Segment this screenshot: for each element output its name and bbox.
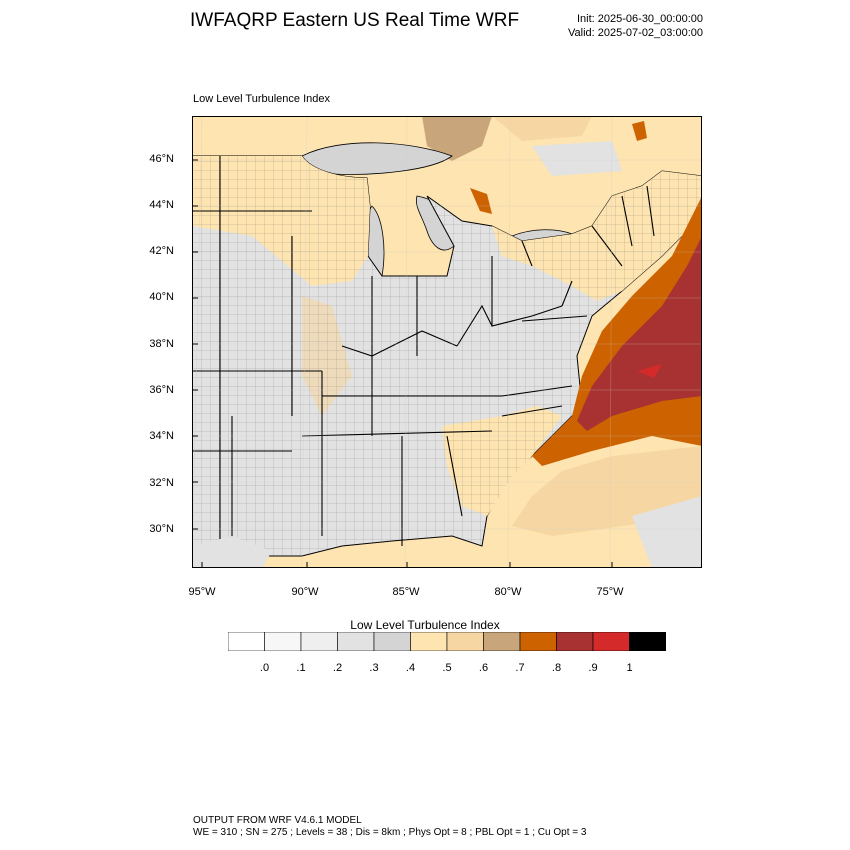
- colorbar-title: Low Level Turbulence Index: [350, 618, 500, 632]
- colorbar-label: .9: [588, 662, 598, 674]
- init-time: Init: 2025-06-30_00:00:00: [577, 13, 703, 25]
- colorbar-label: .5: [442, 662, 452, 674]
- colorbar-swatch: [410, 632, 448, 651]
- canada-brown-patch: [422, 116, 492, 161]
- colorbar-label: .8: [551, 662, 562, 674]
- footer-model: OUTPUT FROM WRF V4.6.1 MODEL: [193, 815, 362, 826]
- offshore-bright-red: [637, 364, 662, 378]
- county-lines: [192, 156, 702, 561]
- lon-tick-95: 95°W: [188, 586, 216, 598]
- colorbar-swatch: [337, 632, 375, 651]
- lon-tick-75: 75°W: [596, 586, 624, 598]
- colorbar-label: .0: [259, 662, 270, 674]
- lat-tick-34: 34°N: [149, 430, 174, 442]
- lat-tick-30: 30°N: [149, 523, 174, 535]
- state-boundaries: [192, 156, 655, 561]
- canada-gray-patch: [532, 141, 622, 176]
- lat-tick-32: 32°N: [149, 477, 174, 489]
- lat-tick-38: 38°N: [149, 338, 174, 350]
- canada-brown-patch-2: [492, 116, 592, 141]
- map-border: [192, 116, 702, 568]
- colorbar-swatch: [300, 632, 338, 651]
- colorbar-swatch: [264, 632, 302, 651]
- colorbar-swatch: [592, 632, 630, 651]
- offshore-red-band: [577, 236, 702, 431]
- lat-tick-40: 40°N: [149, 291, 174, 303]
- colorbar-swatch: [373, 632, 411, 651]
- colorbar-swatch: [483, 632, 521, 651]
- colorbar: [228, 632, 666, 651]
- valid-time: Valid: 2025-07-02_03:00:00: [568, 27, 703, 39]
- lon-tick-90: 90°W: [291, 586, 319, 598]
- colorbar-swatch: [519, 632, 557, 651]
- colorbar-label: .1: [296, 662, 306, 674]
- huron-orange-patch: [470, 188, 492, 214]
- turbulence-map: [192, 116, 702, 568]
- colorbar-swatch: [446, 632, 484, 651]
- footer-config: WE = 310 ; SN = 275 ; Levels = 38 ; Dis …: [193, 827, 587, 838]
- lat-tick-36: 36°N: [149, 384, 174, 396]
- map-label: Low Level Turbulence Index: [193, 93, 330, 105]
- graticule: [192, 116, 702, 568]
- gulf-gray-patch: [192, 536, 272, 568]
- colorbar-label: 1: [626, 662, 633, 674]
- lat-tick-42: 42°N: [149, 245, 174, 257]
- canada-orange-patch: [632, 121, 647, 141]
- colorbar-swatch: [228, 632, 265, 651]
- colorbar-swatch: [629, 632, 666, 651]
- colorbar-label: .3: [369, 662, 379, 674]
- colorbar-label: .6: [478, 662, 489, 674]
- colorbar-label: .2: [332, 662, 343, 674]
- colorbar-label: .4: [405, 662, 416, 674]
- offshore-gray-patch: [632, 496, 702, 568]
- colorbar-swatch: [556, 632, 594, 651]
- lat-tick-46: 46°N: [149, 153, 174, 165]
- lon-tick-85: 85°W: [392, 586, 420, 598]
- lat-tick-44: 44°N: [149, 199, 174, 211]
- tick-marks: [192, 159, 613, 568]
- lon-tick-80: 80°W: [494, 586, 522, 598]
- page-title: IWFAQRP Eastern US Real Time WRF: [190, 10, 520, 31]
- colorbar-label: .7: [515, 662, 525, 674]
